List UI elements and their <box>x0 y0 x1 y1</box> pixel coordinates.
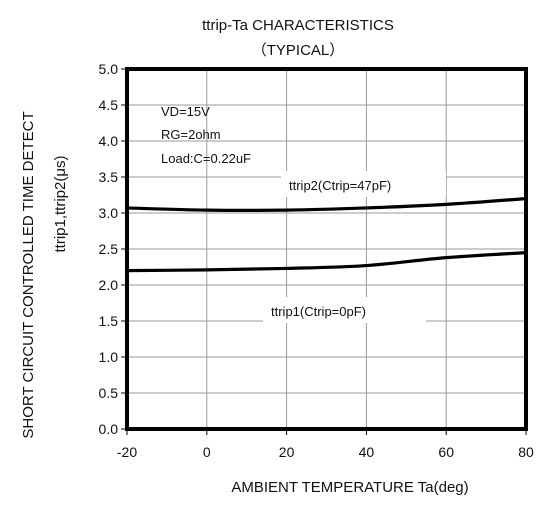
y-tick-label: 1.0 <box>99 349 119 365</box>
condition-load: Load:C=0.22uF <box>161 151 251 166</box>
series-label-box-ttrip2 <box>281 171 446 197</box>
x-tick-label: 0 <box>203 444 211 460</box>
x-tick-label: -20 <box>117 444 137 460</box>
chart-title: ttrip-Ta CHARACTERISTICS <box>202 17 394 34</box>
y-tick-label: 3.5 <box>99 169 119 185</box>
x-tick-label: 20 <box>279 444 295 460</box>
series-label-ttrip1: ttrip1(Ctrip=0pF) <box>271 304 366 319</box>
y-tick-label: 0.5 <box>99 385 119 401</box>
x-tick-label: 60 <box>438 444 454 460</box>
y-tick-label: 2.0 <box>99 277 119 293</box>
y-tick-label: 5.0 <box>99 61 119 77</box>
y-axis-label-line2: ttrip1,ttrip2(μs) <box>52 156 69 253</box>
x-axis-label: AMBIENT TEMPERATURE Ta(deg) <box>231 479 468 496</box>
x-tick-label: 80 <box>518 444 534 460</box>
tick-layer: 0.0 0.5 1.0 1.5 2.0 2.5 3.0 3.5 4.0 4.5 5.0 -20 0 20 4… <box>99 61 534 460</box>
condition-rg: RG=2ohm <box>161 127 221 142</box>
series-line-ttrip1 <box>126 251 527 273</box>
y-tick-label: 2.5 <box>99 241 119 257</box>
y-axis-label-line1: SHORT CIRCUIT CONTROLLED TIME DETECT <box>20 111 37 438</box>
grid-layer <box>127 69 526 429</box>
series-label-box-ttrip1 <box>263 297 426 323</box>
series-layer <box>126 197 527 273</box>
x-tick-label: 40 <box>359 444 375 460</box>
series-line-ttrip2 <box>126 197 527 212</box>
condition-vd: VD=15V <box>161 104 210 119</box>
y-tick-label: 1.5 <box>99 313 119 329</box>
series-label-ttrip2: ttrip2(Ctrip=47pF) <box>289 178 391 193</box>
y-tick-label: 4.0 <box>99 133 119 149</box>
y-tick-label: 4.5 <box>99 97 119 113</box>
chart-subtitle: （TYPICAL） <box>252 42 345 59</box>
y-tick-label: 0.0 <box>99 421 119 437</box>
y-tick-label: 3.0 <box>99 205 119 221</box>
